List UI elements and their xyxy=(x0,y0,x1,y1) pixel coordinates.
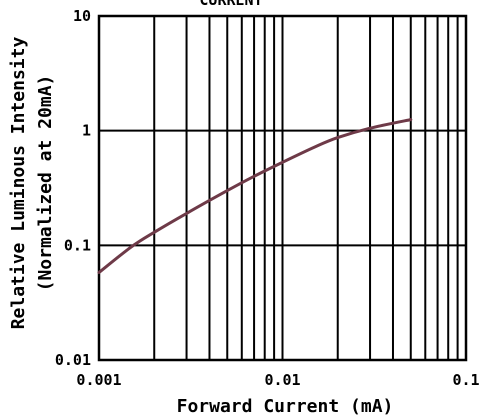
x-tick-label: 0.01 xyxy=(264,371,300,389)
y-tick-label: 1 xyxy=(82,122,91,140)
series-line xyxy=(97,118,413,274)
y-axis-label-line2: (Normalized at 20mA) xyxy=(35,75,56,292)
x-tick-labels: 0.001 0.01 0.1 xyxy=(76,371,479,389)
chart-title: CURRENT xyxy=(199,0,262,9)
x-tick-label: 0.1 xyxy=(452,371,479,389)
y-axis-label-line1: Relative Luminous Intensity xyxy=(8,37,29,330)
x-axis-label: Forward Current (mA) xyxy=(177,396,394,417)
y-tick-label: 0.01 xyxy=(55,351,91,369)
vertical-gridlines xyxy=(153,16,459,360)
y-tick-label: 10 xyxy=(73,7,91,25)
horizontal-gridlines xyxy=(99,129,466,247)
y-tick-labels: 10 1 0.1 0.01 xyxy=(55,7,91,369)
y-tick-label: 0.1 xyxy=(64,236,91,254)
plot-frame xyxy=(97,14,468,362)
x-tick-label: 0.001 xyxy=(76,371,121,389)
